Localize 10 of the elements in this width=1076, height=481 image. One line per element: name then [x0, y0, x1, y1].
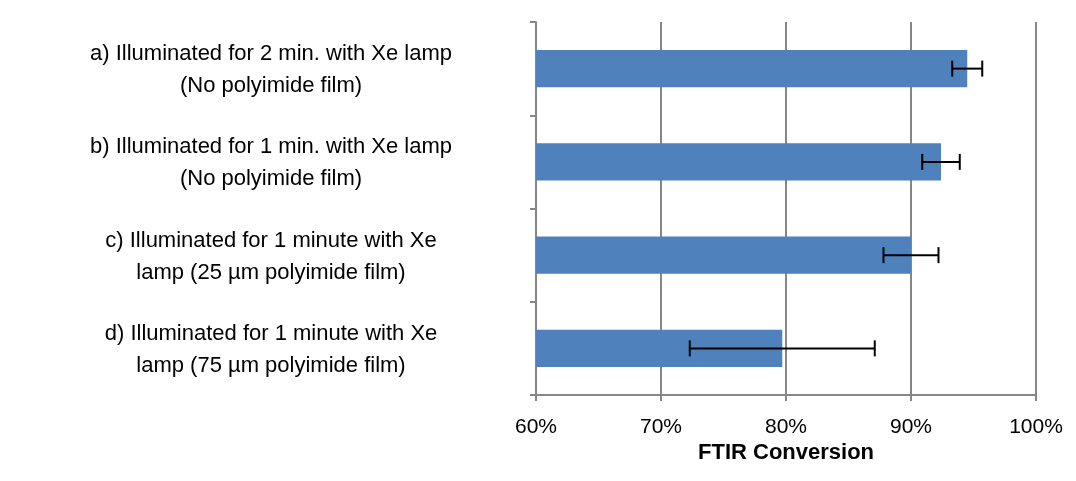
x-tick-label: 100%	[1009, 414, 1063, 437]
x-axis-title: FTIR Conversion	[697, 439, 875, 465]
y-tick-label: b) Illuminated for 1 min. with Xe lamp (No polyimide film)	[90, 133, 452, 191]
y-tick-label: a) Illuminated for 2 min. with Xe lamp (No polyimide film)	[90, 40, 452, 98]
x-tick-label: 60%	[514, 414, 558, 437]
y-tick-label: c) Illuminated for 1 minute with Xe lamp (25 µm polyimide film)	[105, 226, 437, 284]
x-tick-label: 80%	[764, 414, 808, 437]
y-tick-label: d) Illuminated for 1 minute with Xe lamp (75 µm polyimide film)	[104, 319, 438, 377]
x-tick-label: 70%	[639, 414, 683, 437]
x-tick-label: 90%	[889, 414, 933, 437]
